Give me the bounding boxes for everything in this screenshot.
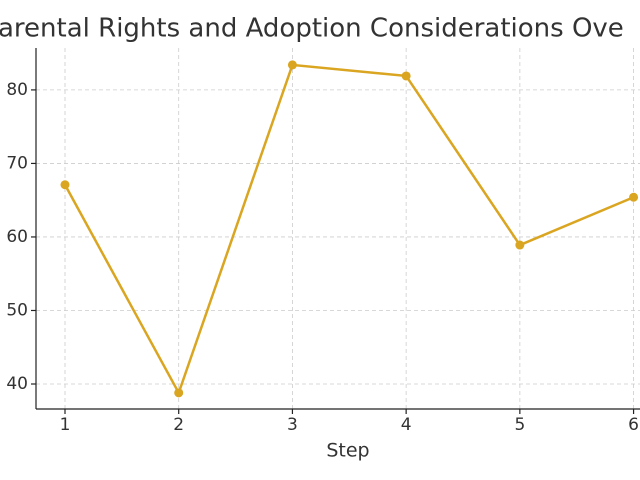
y-tick-label: 70 xyxy=(6,153,28,173)
chart-title: arental Rights and Adoption Consideratio… xyxy=(0,14,624,44)
data-point xyxy=(401,71,411,81)
x-tick-label: 5 xyxy=(514,415,525,435)
x-tick-label: 2 xyxy=(173,415,184,435)
y-tick-label: 50 xyxy=(6,300,28,320)
x-tick-label: 4 xyxy=(401,415,412,435)
data-point xyxy=(629,192,639,202)
y-tick-label: 40 xyxy=(6,374,28,394)
x-axis-label: Step xyxy=(326,440,369,462)
x-tick-label: 6 xyxy=(628,415,639,435)
data-point xyxy=(515,240,525,250)
x-tick-label: 3 xyxy=(287,415,298,435)
data-line xyxy=(63,63,635,396)
y-tick-label: 80 xyxy=(6,80,28,100)
data-point xyxy=(60,180,70,190)
data-point xyxy=(174,388,184,398)
x-tick-label: 1 xyxy=(60,415,71,435)
data-point xyxy=(287,60,297,70)
y-tick-label: 60 xyxy=(6,227,28,247)
